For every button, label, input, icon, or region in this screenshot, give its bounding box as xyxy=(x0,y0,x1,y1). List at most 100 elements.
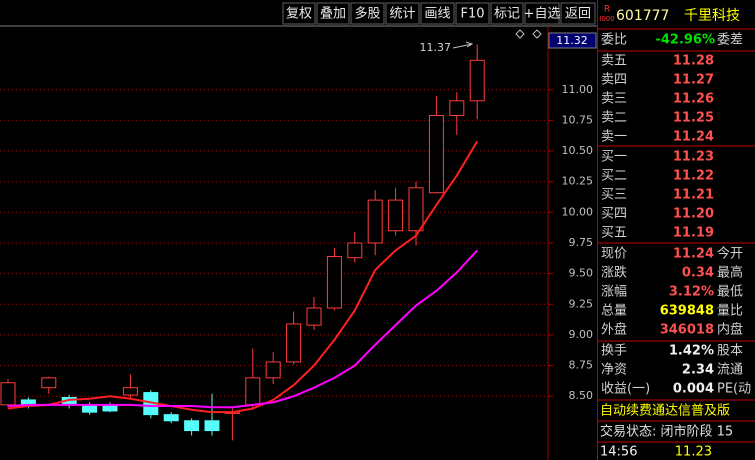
ask-price: 11.24 xyxy=(673,130,714,145)
candle-body xyxy=(306,307,322,326)
toolbar-label[interactable]: +自选 xyxy=(524,7,561,22)
y-tick-label: 9.00 xyxy=(569,328,594,341)
candle-body xyxy=(122,387,138,396)
y-tick-label: 9.50 xyxy=(569,267,594,280)
quote-label: 最低 xyxy=(717,285,743,300)
toolbar-button[interactable] xyxy=(560,2,596,25)
share-value: 0.004 xyxy=(673,382,714,397)
y-tick-label: 10.50 xyxy=(562,144,594,157)
bid-label: 买一 xyxy=(601,150,627,165)
candle-body xyxy=(388,199,404,232)
trade-price: 11.23 xyxy=(675,445,712,460)
candle-body xyxy=(286,323,302,363)
ma-line xyxy=(7,249,478,409)
share-label: 换手 xyxy=(601,344,627,359)
bid-label: 买四 xyxy=(601,207,627,222)
quote-value: 639848 xyxy=(660,304,714,319)
candle-body xyxy=(245,377,261,406)
share-label: 净资 xyxy=(601,363,627,378)
toolbar-label[interactable]: 标记 xyxy=(494,7,520,22)
quote-label: 今开 xyxy=(717,246,743,262)
high-arrow xyxy=(452,41,474,49)
ask-label: 卖四 xyxy=(601,73,627,88)
toolbar-label[interactable]: 复权 xyxy=(286,6,312,22)
candle-body xyxy=(428,114,444,194)
share-value: 1.42% xyxy=(669,344,714,359)
quote-label: 内盘 xyxy=(717,322,743,338)
bid-label: 买二 xyxy=(601,169,627,184)
toolbar-button[interactable] xyxy=(455,2,490,25)
y-tick-label: 10.75 xyxy=(562,113,594,126)
candle-body xyxy=(82,404,98,413)
quote-label: 总量 xyxy=(601,304,627,319)
ma-line xyxy=(7,140,479,414)
toolbar-button[interactable] xyxy=(524,2,560,25)
price-marker: 11.32 xyxy=(556,34,588,47)
candle-body xyxy=(204,420,220,432)
ask-price: 11.26 xyxy=(673,92,714,107)
quote-label: 最高 xyxy=(717,265,743,281)
y-tick-label: 11.00 xyxy=(562,83,594,96)
quote-label: 量比 xyxy=(717,304,743,319)
bid-price: 11.21 xyxy=(673,188,714,203)
toolbar-label[interactable]: 画线 xyxy=(424,7,450,22)
quote-label: 涨跌 xyxy=(601,265,627,281)
quote-value: 11.24 xyxy=(673,247,714,262)
ask-label: 卖一 xyxy=(601,130,627,145)
bid-label: 买三 xyxy=(601,188,627,203)
row-label: 委比 xyxy=(601,33,627,48)
share-label: 收益(一) xyxy=(601,382,650,397)
bid-label: 买五 xyxy=(601,226,627,241)
y-tick-label: 8.75 xyxy=(569,359,594,372)
bid-price: 11.23 xyxy=(673,150,714,165)
y-tick-label: 9.25 xyxy=(569,297,594,310)
status: 交易状态: 闭市阶段 15 xyxy=(600,424,733,440)
share-value: 2.34 xyxy=(682,363,714,378)
candle-body xyxy=(469,59,485,102)
ticker: 自动续费通达信普及版 xyxy=(600,404,730,419)
bid-price: 11.22 xyxy=(673,169,714,184)
quote-value: 0.34 xyxy=(682,266,714,281)
candle-body xyxy=(265,361,281,379)
candle-body xyxy=(347,242,363,259)
ask-label: 卖二 xyxy=(601,111,627,126)
panel-separators xyxy=(598,28,755,443)
quote-label: 外盘 xyxy=(601,322,627,338)
toolbar-button[interactable] xyxy=(282,2,316,25)
candle-body xyxy=(367,199,383,244)
y-tick-label: 10.00 xyxy=(562,205,594,218)
toolbar-label[interactable]: 返回 xyxy=(565,7,591,22)
price-marker-box xyxy=(548,32,597,49)
bid-price: 11.19 xyxy=(673,226,714,241)
diamond-icons[interactable] xyxy=(515,29,542,39)
candle-body xyxy=(184,420,200,432)
ask-price: 11.27 xyxy=(673,73,714,88)
toolbar-label[interactable]: 叠加 xyxy=(320,7,346,22)
share-label: 流通 xyxy=(717,363,743,378)
toolbar-button[interactable] xyxy=(316,2,350,25)
share-label: PE(动 xyxy=(717,382,751,397)
candle-body xyxy=(326,255,342,309)
bid-price: 11.20 xyxy=(673,207,714,222)
toolbar-button[interactable] xyxy=(385,2,420,25)
candle-body xyxy=(449,100,465,116)
toolbar-button[interactable] xyxy=(420,2,455,25)
ask-label: 卖三 xyxy=(601,92,627,107)
candle-body xyxy=(408,187,424,232)
ask-price: 11.28 xyxy=(673,54,714,69)
high-label: 11.37 xyxy=(420,41,452,54)
toolbar-button[interactable] xyxy=(490,2,524,25)
toolbar-label[interactable]: 多股 xyxy=(354,6,380,22)
candle-body xyxy=(163,414,179,422)
toolbar-button[interactable] xyxy=(350,2,385,25)
badge: I000 xyxy=(599,15,614,23)
row-value: -42.96% xyxy=(655,33,715,48)
toolbar-label[interactable]: 统计 xyxy=(389,7,415,22)
row-label: 委差 xyxy=(717,33,743,48)
y-tick-label: 9.75 xyxy=(569,236,594,249)
quote-value: 3.12% xyxy=(669,285,714,300)
toolbar-label[interactable]: F10 xyxy=(460,7,484,22)
quote-label: 现价 xyxy=(601,247,627,262)
